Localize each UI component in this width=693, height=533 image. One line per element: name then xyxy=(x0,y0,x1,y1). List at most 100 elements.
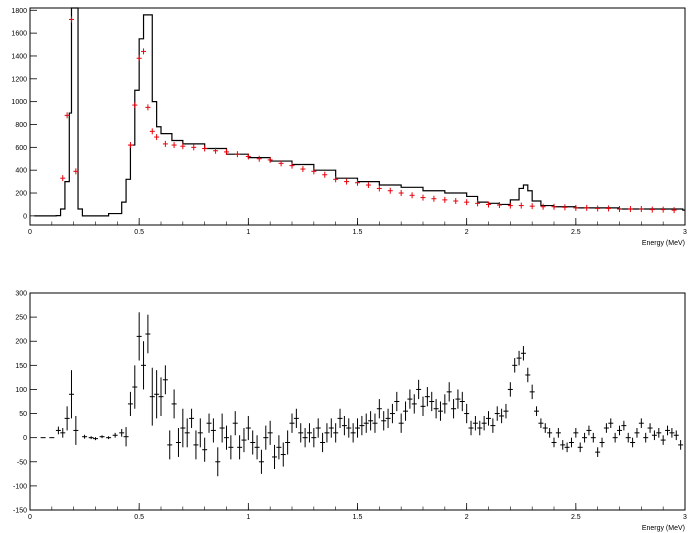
bottom-data-point xyxy=(175,428,181,457)
top-data-point xyxy=(234,151,240,158)
bottom-data-point xyxy=(429,391,435,412)
bottom-xtick-label: 0.5 xyxy=(134,514,144,521)
top-xtick-label: 2.5 xyxy=(571,229,581,236)
top-data-point xyxy=(420,194,426,201)
bottom-data-point xyxy=(512,358,518,373)
bottom-data-point xyxy=(123,427,129,447)
top-data-point xyxy=(333,176,339,183)
bottom-data-point xyxy=(293,408,299,429)
top-data-point xyxy=(213,147,219,154)
top-data-point xyxy=(171,142,177,149)
bottom-data-point xyxy=(202,437,208,462)
top-data-point xyxy=(409,192,415,199)
top-data-point xyxy=(540,203,546,210)
bottom-ytick-label: 50 xyxy=(19,411,27,418)
top-data-point xyxy=(300,166,306,173)
top-data-point xyxy=(145,104,151,111)
bottom-data-point xyxy=(376,399,382,419)
bottom-data-point xyxy=(184,418,190,448)
bottom-data-point xyxy=(350,423,356,443)
top-data-point xyxy=(387,187,393,194)
bottom-data-point xyxy=(276,435,282,460)
top-ytick-label: 400 xyxy=(15,168,27,175)
bottom-data-point xyxy=(665,425,671,436)
bottom-data-point xyxy=(621,420,627,431)
bottom-data-point xyxy=(158,377,164,416)
bottom-data-point xyxy=(612,432,618,443)
bottom-data-point xyxy=(394,391,400,412)
top-ytick-label: 600 xyxy=(15,145,27,152)
bottom-data-point xyxy=(625,432,631,443)
bottom-data-point xyxy=(189,408,195,429)
bottom-data-point xyxy=(219,413,225,443)
top-data-point xyxy=(507,202,513,209)
bottom-data-point xyxy=(112,432,118,438)
bottom-ytick-label: 300 xyxy=(15,291,27,298)
bottom-data-point xyxy=(237,435,243,460)
bottom-data-point xyxy=(285,430,291,455)
top-data-point xyxy=(562,204,568,211)
top-data-point xyxy=(638,206,644,213)
bottom-data-point xyxy=(55,426,61,435)
top-ytick-label: 1600 xyxy=(11,31,27,38)
bottom-data-point xyxy=(315,418,321,438)
bottom-data-point xyxy=(560,440,566,450)
bottom-data-point xyxy=(254,435,260,460)
top-data-point xyxy=(180,143,186,150)
bottom-data-point xyxy=(564,442,570,453)
bottom-data-point xyxy=(324,423,330,443)
bottom-data-point xyxy=(634,428,640,438)
bottom-data-point xyxy=(245,415,251,441)
top-data-point xyxy=(529,203,535,210)
bottom-ytick-label: -100 xyxy=(13,483,27,490)
bottom-ytick-label: 200 xyxy=(15,339,27,346)
bottom-data-point xyxy=(490,418,496,433)
bottom-panel: 0 0.5 1 1.5 2 2.5 3 -150 -100 -50 0 50 100 150 200 250 3… xyxy=(13,291,687,533)
top-xaxis-label: Energy (MeV) xyxy=(642,240,685,247)
top-plot-frame xyxy=(29,7,686,226)
bottom-data-point xyxy=(595,447,601,457)
top-xtick-label: 0 xyxy=(28,229,32,236)
bottom-xtick-label: 3 xyxy=(683,514,687,521)
bottom-data-point xyxy=(232,411,238,436)
bottom-data-point xyxy=(241,428,247,453)
top-ytick-label: 800 xyxy=(15,122,27,129)
bottom-data-point xyxy=(603,423,609,433)
bottom-data-point xyxy=(582,432,588,443)
bottom-data-point xyxy=(446,382,452,402)
bottom-data-point xyxy=(673,430,679,441)
bottom-data-point xyxy=(407,389,413,409)
bottom-data-point xyxy=(341,415,347,436)
bottom-data-point xyxy=(215,447,221,477)
top-data-point xyxy=(154,134,160,141)
bottom-data-point xyxy=(119,428,125,437)
bottom-data-point xyxy=(272,444,278,470)
top-data-point xyxy=(132,102,138,109)
top-data-point xyxy=(224,148,229,155)
bottom-data-point xyxy=(477,420,483,436)
bottom-data-point xyxy=(542,423,548,433)
bottom-data-point xyxy=(651,430,657,441)
top-data-point xyxy=(660,206,666,213)
top-data-point xyxy=(202,145,208,152)
bottom-data-point xyxy=(507,382,513,397)
bottom-data-point xyxy=(534,406,540,416)
bottom-data-point xyxy=(127,391,133,416)
bottom-data-point xyxy=(420,396,426,416)
bottom-data-point xyxy=(106,436,112,440)
bottom-data-point xyxy=(647,423,653,433)
bottom-data-point xyxy=(88,436,94,440)
bottom-data-point xyxy=(590,432,596,443)
bottom-data-point xyxy=(398,413,404,433)
top-data-point xyxy=(573,204,579,211)
bottom-xtick-label: 1 xyxy=(246,514,250,521)
top-data-point xyxy=(278,160,284,167)
top-panel: 0 0.5 1 1.5 2 2.5 3 0 200 400 600 800 1000 1200 1400 16… xyxy=(11,7,687,247)
top-data-point xyxy=(64,112,70,119)
top-data-point xyxy=(68,16,74,23)
top-data-point xyxy=(60,175,66,182)
bottom-data-point xyxy=(630,437,636,448)
bottom-data-point xyxy=(459,391,465,412)
top-data-point xyxy=(671,207,677,214)
